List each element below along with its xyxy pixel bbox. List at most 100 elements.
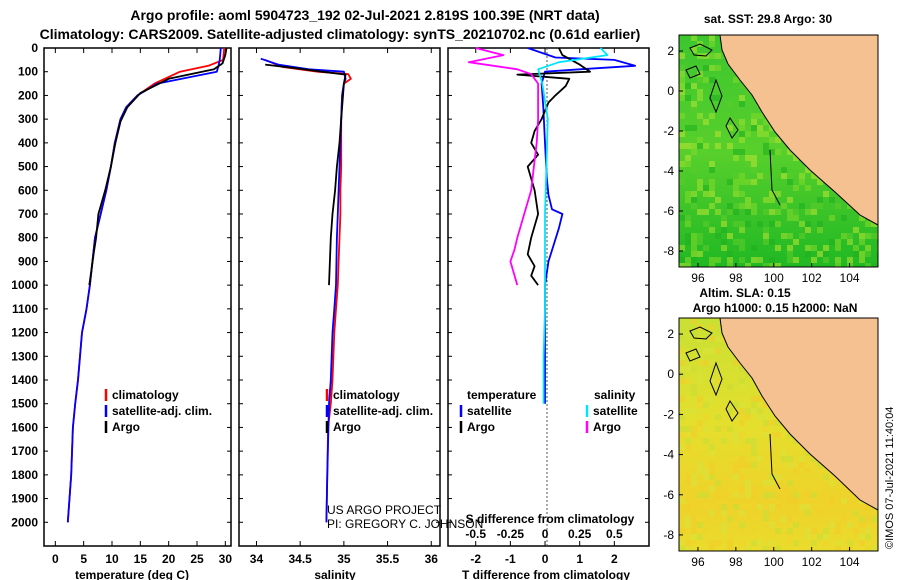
- map-pixel: [691, 239, 697, 245]
- map-pixel: [739, 101, 745, 107]
- map-pixel: [679, 426, 685, 432]
- map-pixel: [685, 125, 691, 131]
- map-pixel: [679, 245, 685, 251]
- map-pixel: [757, 414, 763, 420]
- map-pixel: [811, 173, 817, 179]
- map-pixel: [703, 221, 709, 227]
- map-pixel: [733, 77, 739, 83]
- map-pixel: [679, 143, 685, 149]
- map-pixel: [769, 149, 775, 155]
- map-pixel: [685, 95, 691, 101]
- map-pixel: [739, 402, 745, 408]
- map-pixel: [793, 540, 799, 546]
- y-tick-label: 600: [18, 183, 38, 197]
- map-pixel: [823, 534, 829, 540]
- map-pixel: [853, 227, 859, 233]
- map-pixel: [823, 474, 829, 480]
- map-pixel: [751, 161, 757, 167]
- map-pixel: [745, 203, 751, 209]
- map-pixel: [769, 257, 775, 263]
- map-pixel: [745, 155, 751, 161]
- map-pixel: [727, 257, 733, 263]
- credit-pi: PI: GREGORY C. JOHNSON: [327, 517, 483, 531]
- map-pixel: [721, 498, 727, 504]
- map-pixel: [709, 324, 715, 330]
- map-pixel: [709, 378, 715, 384]
- map-pixel: [709, 77, 715, 83]
- map-pixel: [697, 372, 703, 378]
- temperature-legend: climatology satellite-adj. clim. Argo: [104, 388, 212, 434]
- map-pixel: [709, 161, 715, 167]
- map-pixel: [745, 408, 751, 414]
- map-pixel: [739, 486, 745, 492]
- series-line-temperature-argo: [516, 47, 591, 286]
- map-pixel: [745, 444, 751, 450]
- map-pixel: [703, 65, 709, 71]
- map-pixel: [679, 77, 685, 83]
- map-pixel: [685, 191, 691, 197]
- map-pixel: [859, 534, 865, 540]
- title-line-1: Argo profile: aoml 5904723_192 02-Jul-20…: [130, 7, 599, 23]
- map-pixel: [787, 173, 793, 179]
- map-pixel: [703, 528, 709, 534]
- map-pixel: [787, 498, 793, 504]
- map-pixel: [733, 360, 739, 366]
- map-pixel: [805, 528, 811, 534]
- map-pixel: [739, 432, 745, 438]
- map-pixel: [727, 233, 733, 239]
- map-pixel: [781, 516, 787, 522]
- map-pixel: [739, 95, 745, 101]
- difference-legend: temperature satellite Argo salinity sate…: [459, 388, 638, 434]
- y-tick-label: 700: [18, 207, 38, 221]
- map-pixel: [697, 462, 703, 468]
- map-pixel: [799, 221, 805, 227]
- y-tick-label: 900: [18, 254, 38, 268]
- map-pixel: [757, 257, 763, 263]
- series-line-argo: [265, 63, 347, 286]
- map-pixel: [763, 149, 769, 155]
- map-pixel: [721, 215, 727, 221]
- map-pixel: [715, 492, 721, 498]
- sumatra-land: [719, 318, 878, 511]
- map-pixel: [697, 251, 703, 257]
- map-pixel: [799, 516, 805, 522]
- map-pixel: [727, 179, 733, 185]
- map-pixel: [739, 474, 745, 480]
- map-pixel: [751, 528, 757, 534]
- sla-inland-line: [769, 433, 781, 490]
- map-pixel: [787, 462, 793, 468]
- y-tick-label: 0: [31, 41, 38, 55]
- map-pixel: [715, 336, 721, 342]
- map-pixel: [793, 492, 799, 498]
- map-pixel: [739, 408, 745, 414]
- map-pixel: [685, 504, 691, 510]
- map-pixel: [841, 215, 847, 221]
- map-pixel: [751, 125, 757, 131]
- map-pixel: [787, 209, 793, 215]
- legend-satellite: satellite-adj. clim.: [333, 404, 433, 418]
- map-pixel: [751, 203, 757, 209]
- map-pixel: [703, 245, 709, 251]
- map-pixel: [811, 486, 817, 492]
- map-pixel: [763, 131, 769, 137]
- map-pixel: [691, 197, 697, 203]
- map-pixel: [679, 366, 685, 372]
- map-pixel: [811, 456, 817, 462]
- x-tick-label: 25: [190, 552, 204, 566]
- map-pixel: [691, 480, 697, 486]
- map-pixel: [865, 251, 871, 257]
- map-pixel: [739, 366, 745, 372]
- map-pixel: [859, 516, 865, 522]
- map-pixel: [739, 384, 745, 390]
- map-pixel: [739, 420, 745, 426]
- map-pixel: [721, 155, 727, 161]
- map-pixel: [745, 161, 751, 167]
- map-pixel: [679, 65, 685, 71]
- map-pixel: [697, 185, 703, 191]
- difference-xlabel-2: S difference from climatology: [466, 512, 635, 526]
- map-y-tick-label: -2: [663, 407, 674, 421]
- map-pixel: [859, 257, 865, 263]
- map-pixel: [679, 546, 685, 551]
- map-pixel: [709, 540, 715, 546]
- map-pixel: [733, 462, 739, 468]
